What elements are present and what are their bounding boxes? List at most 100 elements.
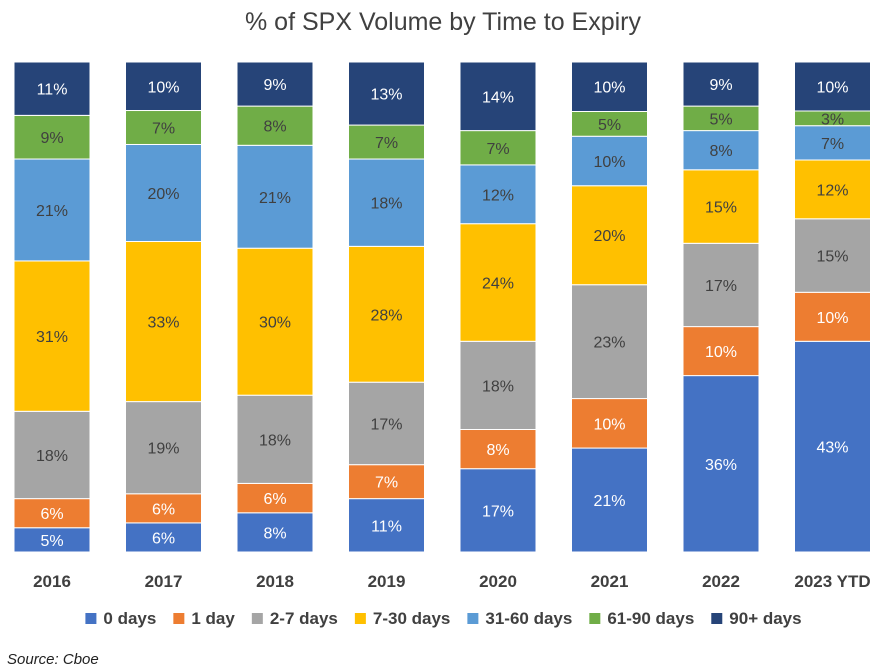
legend-label: 0 days — [103, 609, 156, 628]
category-label: 2023 YTD — [794, 572, 870, 591]
data-label: 17% — [370, 416, 402, 433]
data-label: 10% — [705, 344, 737, 361]
data-label: 10% — [816, 80, 848, 97]
data-label: 7% — [375, 135, 398, 152]
legend-item-61-90-days: 61-90 days — [589, 609, 694, 628]
bar-segment-2020-61-90-days — [459, 130, 537, 166]
legend-item-1-day: 1 day — [173, 609, 235, 628]
bar-segment-2022-61-90-days — [682, 105, 760, 132]
bar-segment-2022-31-60-days — [682, 130, 760, 171]
data-label: 5% — [709, 111, 732, 128]
bars-group: 5% 6% 18% 31% 21% 9% 11% 6% 6% 19% 33% 20% 7% 10% 8% 6%… — [13, 61, 871, 553]
data-label: 7% — [486, 141, 509, 158]
data-label: 11% — [37, 82, 68, 99]
bar-segment-2021-2-7-days — [571, 284, 648, 400]
legend-label: 90+ days — [729, 609, 801, 628]
legend-swatch — [354, 613, 366, 624]
data-label: 15% — [705, 200, 737, 217]
legend-swatch — [251, 613, 263, 624]
data-label: 20% — [593, 228, 625, 245]
bar-segment-2016-31-60-days — [13, 158, 91, 262]
source-note: Source: Cboe — [7, 651, 99, 668]
data-label: 18% — [482, 378, 514, 395]
data-label: 13% — [370, 87, 402, 104]
bar-segment-2018-61-90-days — [236, 105, 314, 146]
data-label: 6% — [152, 530, 175, 547]
bar-segment-2017-31-60-days — [125, 143, 202, 243]
data-label: 10% — [593, 80, 625, 97]
bar-segment-2023-ytd-0-days — [794, 340, 871, 553]
data-label: 18% — [36, 448, 68, 465]
bar-segment-2018-31-60-days — [236, 144, 314, 249]
legend-swatch — [589, 613, 601, 624]
data-label: 9% — [40, 130, 63, 147]
category-label: 2016 — [33, 572, 71, 591]
legend-item-31-60-days: 31-60 days — [467, 609, 572, 628]
data-label: 14% — [482, 89, 514, 106]
data-label: 11% — [371, 518, 402, 535]
legend-item-90-days: 90+ days — [711, 609, 802, 628]
legend-label: 31-60 days — [485, 609, 572, 628]
category-label: 2020 — [479, 572, 517, 591]
bar-segment-2018-2-7-days — [236, 394, 314, 484]
data-label: 6% — [263, 491, 286, 508]
bar-segment-2020-0-days — [459, 468, 537, 553]
data-label: 23% — [593, 335, 625, 352]
bar-segment-2017-90-days — [125, 61, 202, 112]
data-label: 18% — [259, 432, 291, 449]
bar-segment-2019-2-7-days — [348, 381, 425, 466]
legend-label: 1 day — [191, 609, 235, 628]
chart-title: % of SPX Volume by Time to Expiry — [245, 8, 641, 36]
bar-segment-2017-2-7-days — [125, 401, 202, 495]
data-label: 8% — [486, 442, 509, 459]
legend-label: 61-90 days — [607, 609, 694, 628]
category-label: 2019 — [368, 572, 406, 591]
data-label: 17% — [482, 503, 514, 520]
data-label: 3% — [821, 111, 844, 128]
category-label: 2018 — [256, 572, 294, 591]
legend-item-2-7-days: 2-7 days — [251, 609, 338, 628]
bar-segment-2021-0-days — [571, 447, 648, 553]
bar-segment-2018-0-days — [236, 512, 314, 553]
bar-segment-2020-90-days — [459, 61, 537, 132]
bar-segment-2017-7-30-days — [125, 241, 202, 403]
data-label: 30% — [259, 315, 291, 332]
data-label: 5% — [598, 117, 621, 134]
bar-segment-2023-ytd-2-7-days — [794, 218, 871, 293]
data-label: 7% — [152, 120, 175, 137]
data-label: 21% — [259, 190, 291, 207]
bar-segment-2021-90-days — [571, 61, 648, 112]
data-label: 7% — [821, 136, 844, 153]
bar-segment-2022-90-days — [682, 61, 760, 107]
bar-segment-2023-ytd-7-30-days — [794, 159, 871, 220]
bar-segment-2018-7-30-days — [236, 247, 314, 396]
bar-segment-2018-1-day — [236, 482, 314, 514]
data-label: 10% — [816, 310, 848, 327]
bar-segment-2016-7-30-days — [13, 260, 91, 412]
category-labels: 2016 2017 2018 2019 2020 2021 2022 2023 YTD — [33, 572, 871, 591]
data-label: 12% — [482, 187, 514, 204]
data-label: 8% — [263, 119, 286, 136]
data-label: 36% — [705, 457, 737, 474]
bar-segment-2019-61-90-days — [348, 124, 425, 160]
bar-segment-2021-31-60-days — [571, 135, 648, 187]
data-label: 24% — [482, 276, 514, 293]
category-label: 2022 — [702, 572, 740, 591]
data-label: 12% — [816, 182, 848, 199]
bar-segment-2020-1-day — [459, 429, 537, 470]
data-label: 43% — [816, 440, 848, 457]
data-label: 10% — [147, 79, 179, 96]
bar-segment-2021-61-90-days — [571, 110, 648, 137]
bar-segment-2023-ytd-90-days — [794, 61, 871, 112]
bar-segment-2022-2-7-days — [682, 242, 760, 328]
bar-segment-2019-90-days — [348, 61, 425, 126]
legend-swatch — [173, 613, 185, 624]
data-label: 7% — [375, 475, 398, 492]
data-label: 10% — [593, 416, 625, 433]
data-label: 31% — [36, 329, 68, 346]
category-label: 2021 — [591, 572, 629, 591]
bar-segment-2017-1-day — [125, 493, 202, 524]
legend-swatch — [467, 613, 479, 624]
data-label: 9% — [263, 77, 286, 94]
